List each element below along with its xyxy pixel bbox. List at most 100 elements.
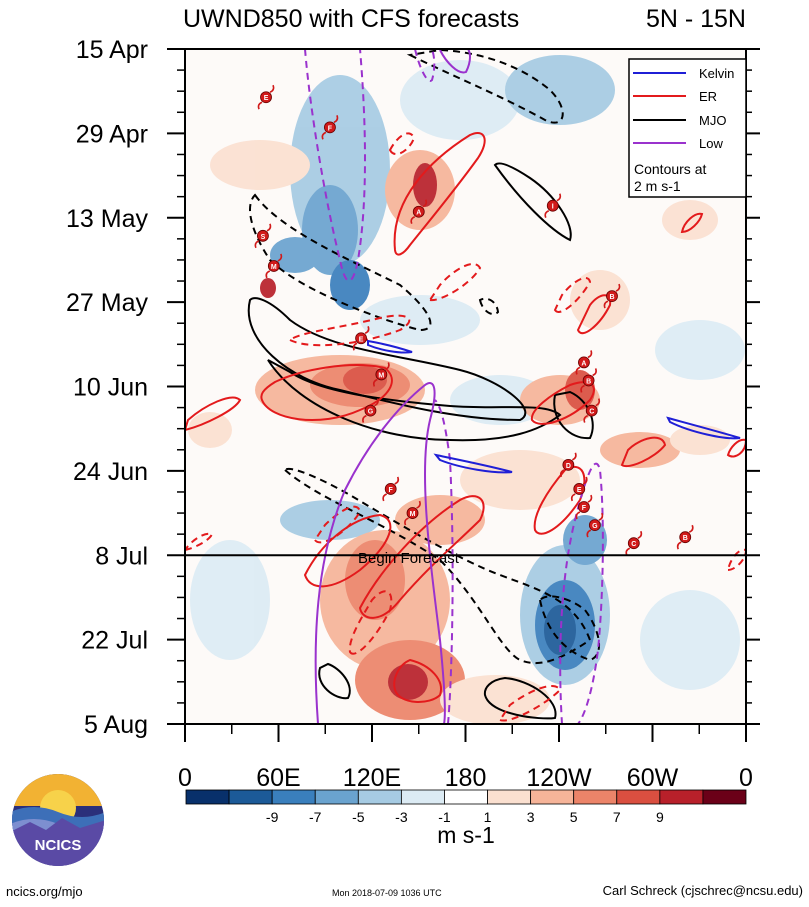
colorbar-swatch <box>659 789 704 805</box>
cyclone-symbol <box>582 374 595 387</box>
cyclone-tail <box>374 398 379 407</box>
cyclone-tail <box>556 193 562 202</box>
y-tick-label: 24 Jun <box>73 458 148 486</box>
cyclone-label: E <box>264 95 269 102</box>
cyclone-label: M <box>410 511 416 518</box>
cyclone-marker: A <box>575 350 593 375</box>
chart-title: UWND850 with CFS forecasts <box>183 5 519 33</box>
cyclone-tail <box>265 270 271 279</box>
cyclone-symbol <box>546 199 559 212</box>
colorbar-swatch <box>573 789 618 805</box>
colorbar-swatch <box>314 789 359 805</box>
cyclone-label: C <box>631 541 636 548</box>
cyclone-label: A <box>581 360 586 367</box>
colorbar-tick-label: -9 <box>266 809 279 825</box>
cyclone-tail <box>269 84 275 93</box>
cyclone-tail <box>586 529 592 538</box>
cyclone-marker: E <box>257 84 275 110</box>
y-tick-label: 13 May <box>66 205 148 233</box>
x-tick-label: 0 <box>178 764 192 792</box>
cyclone-tail <box>277 253 283 262</box>
cyclone-tail <box>570 493 576 502</box>
cyclone-symbol <box>260 91 272 104</box>
cyclone-label: G <box>368 409 374 416</box>
cyclone-marker: F <box>382 476 400 502</box>
colorbar-swatch <box>357 789 402 805</box>
cyclone-marker: E <box>570 476 588 502</box>
legend-label-kelvin: Kelvin <box>699 66 734 81</box>
cyclone-symbol <box>412 205 425 218</box>
x-tick-label: 180 <box>445 764 487 792</box>
cyclone-marker: F <box>321 115 339 140</box>
legend-label-er: ER <box>699 89 717 104</box>
cyclone-label: E <box>359 336 364 343</box>
cyclone-tail <box>385 362 390 371</box>
cyclone-symbol <box>375 368 388 381</box>
low-dashed-contours <box>304 49 604 724</box>
colorbar-tick-label: 5 <box>570 809 578 825</box>
colorbar-swatch <box>444 789 488 805</box>
cyclone-symbol <box>324 121 336 134</box>
y-tick-label: 10 Jun <box>73 374 148 402</box>
cyclone-symbol <box>267 260 280 272</box>
cyclone-symbol <box>573 483 586 495</box>
cyclone-marker: G <box>362 398 379 423</box>
colorbar-tick-label: 7 <box>613 809 621 825</box>
cyclone-marker: M <box>265 253 283 279</box>
cyclone-tail <box>333 115 339 124</box>
cyclone-tail <box>364 325 370 335</box>
footer-website[interactable]: ncics.org/mjo <box>6 884 83 899</box>
cyclone-symbol <box>406 507 419 519</box>
cyclone-label: F <box>328 125 333 132</box>
cyclone-tail <box>575 366 581 375</box>
legend-note-line1: Contours at <box>634 161 706 177</box>
cyclone-marker: E <box>352 325 370 351</box>
colorbar-swatch <box>530 789 575 805</box>
cyclone-tail <box>587 350 593 359</box>
y-tick-label: 8 Jul <box>95 542 148 570</box>
cyclone-label: M <box>271 264 277 271</box>
cyclone-tail <box>572 452 577 461</box>
footer-author: Carl Schreck (cjschrec@ncsu.edu) <box>602 883 803 898</box>
cyclone-label: B <box>609 294 614 301</box>
colorbar-swatch <box>185 789 230 805</box>
cyclone-label: D <box>566 463 571 470</box>
cyclone-label: F <box>389 487 394 494</box>
cyclone-label: S <box>261 234 266 241</box>
cyclone-tail <box>404 517 409 526</box>
cyclone-tail <box>603 300 609 309</box>
legend-label-low: Low <box>699 136 723 151</box>
ncics-logo: NCICS <box>12 774 104 866</box>
x-tick-label: 0 <box>739 764 753 792</box>
y-tick-label: 22 Jul <box>81 627 148 655</box>
cyclone-marker: B <box>580 368 597 393</box>
cyclone-marker: G <box>586 512 604 538</box>
cyclone-tail <box>382 493 388 502</box>
cyclone-tail <box>580 384 585 393</box>
cyclone-label: C <box>589 409 594 416</box>
y-axis: 15 Apr 29 Apr 13 May 27 May 10 Jun 24 Jun 8 Ju… <box>66 36 760 739</box>
cyclone-marker: S <box>254 223 272 249</box>
colorbar-swatch <box>400 789 445 805</box>
cyclone-tail <box>559 469 565 478</box>
y-tick-label: 27 May <box>66 289 148 317</box>
cyclone-marker: D <box>559 452 577 478</box>
cyclone-symbol <box>585 404 598 417</box>
y-tick-label: 5 Aug <box>84 711 148 739</box>
cyclone-tail <box>321 131 327 140</box>
cyclone-tail <box>676 541 682 550</box>
colorbar-tick-label: 3 <box>527 809 535 825</box>
x-tick-label: 120E <box>343 764 401 792</box>
legend-box <box>628 58 747 198</box>
y-tick-label: 29 Apr <box>76 120 148 148</box>
colorbar-swatch <box>616 789 661 805</box>
legend: Kelvin ER MJO Low Contours at 2 m s-1 <box>628 58 747 198</box>
cyclone-marker: A <box>410 199 428 225</box>
cyclone-label: I <box>552 204 554 211</box>
cyclone-tail <box>257 101 263 110</box>
colorbar-tick-label: -3 <box>395 809 408 825</box>
logo-text: NCICS <box>35 837 82 854</box>
cyclone-tail <box>583 414 589 423</box>
cyclone-label: B <box>586 378 591 385</box>
x-axis: 0 60E 120E 180 120W 60W 0 <box>178 724 753 792</box>
